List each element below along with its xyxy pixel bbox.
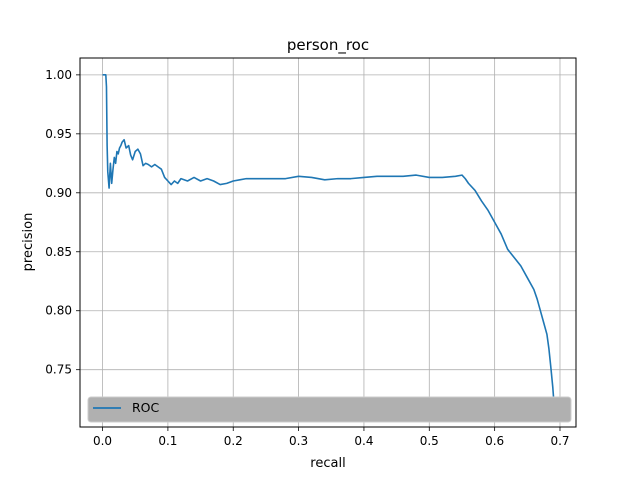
legend: ROC — [87, 396, 572, 423]
series-line-roc — [102, 74, 557, 412]
y-tick-label: 0.90 — [45, 186, 72, 200]
y-tick-label: 0.80 — [45, 304, 72, 318]
x-tick-label: 0.1 — [158, 434, 177, 448]
x-tick-label: 0.5 — [420, 434, 439, 448]
legend-box — [87, 396, 572, 423]
x-tick-label: 0.6 — [485, 434, 504, 448]
x-tick-label: 0.2 — [224, 434, 243, 448]
chart-title: person_roc — [287, 36, 369, 55]
y-tick-label: 0.95 — [45, 127, 72, 141]
legend-label-roc: ROC — [132, 400, 160, 415]
series-layer — [102, 74, 557, 412]
y-tick-label: 0.85 — [45, 245, 72, 259]
x-tick-label: 0.4 — [354, 434, 373, 448]
grid — [80, 58, 576, 427]
ticks: 0.0 0.1 0.2 0.3 0.4 0.5 0.6 0.7 0.75 0.80 0.85 0.90… — [45, 68, 569, 448]
x-tick-label: 0.7 — [550, 434, 569, 448]
x-axis-label: recall — [310, 456, 345, 471]
y-tick-label: 1.00 — [45, 68, 72, 82]
x-tick-label: 0.0 — [93, 434, 112, 448]
x-tick-label: 0.3 — [289, 434, 308, 448]
y-tick-label: 0.75 — [45, 363, 72, 377]
y-axis-label: precision — [21, 213, 36, 272]
plot-frame — [79, 57, 577, 428]
